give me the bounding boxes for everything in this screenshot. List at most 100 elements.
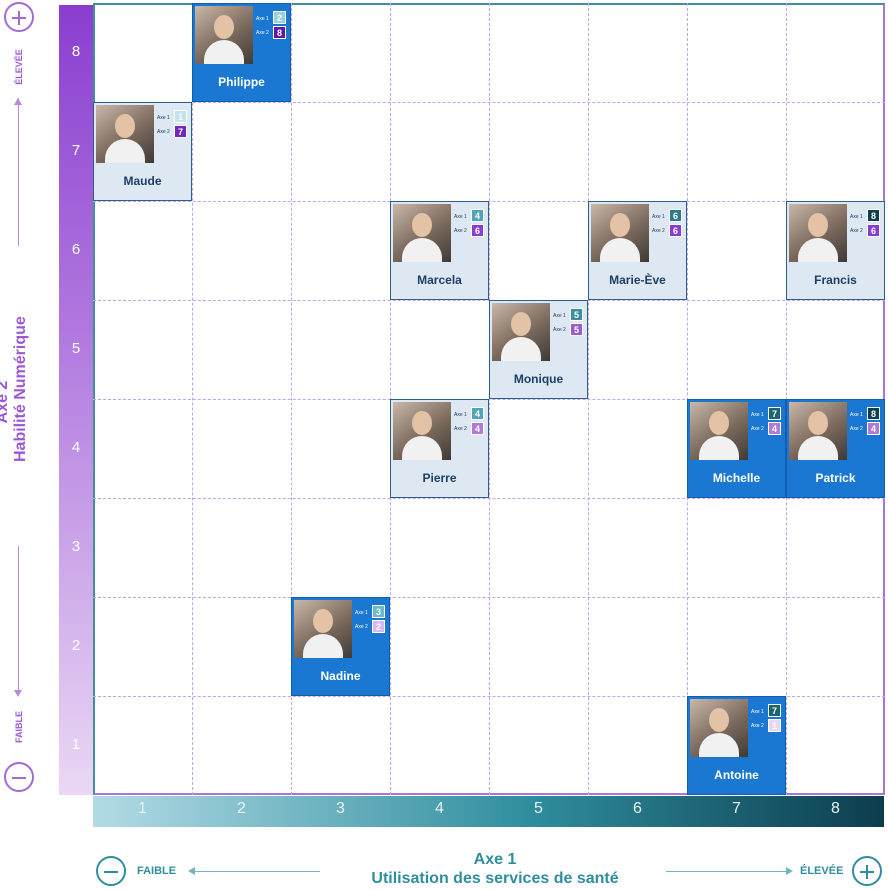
axe2-score-badge: 8: [273, 26, 286, 39]
person-name: Marcela: [417, 273, 462, 287]
person-photo: [690, 402, 748, 460]
portrait-head-icon: [412, 411, 432, 435]
person-photo: [393, 402, 451, 460]
y-axis-gradient-band: [59, 5, 93, 795]
person-photo: [789, 204, 847, 262]
person-card-nadine[interactable]: Axe 1 Axe 2 3 2 Nadine: [291, 597, 390, 696]
portrait-head-icon: [115, 114, 135, 138]
portrait-torso-icon: [600, 238, 640, 262]
axe1-small-label: Axe 1: [751, 412, 764, 418]
y-tick-label: 3: [71, 538, 81, 555]
axe2-small-label: Axe 2: [751, 723, 764, 729]
person-card-monique[interactable]: Axe 1 Axe 2 5 5 Monique: [489, 300, 588, 399]
person-name: Nadine: [320, 669, 361, 683]
axe2-small-label: Axe 2: [454, 426, 467, 432]
y-tick-label: 7: [71, 142, 81, 159]
x-low-minus-icon: [96, 856, 126, 886]
y-high-label: ÉLEVÉE: [14, 49, 24, 85]
axe1-score-badge: 5: [570, 308, 583, 321]
portrait-torso-icon: [105, 139, 145, 163]
person-card-pierre[interactable]: Axe 1 Axe 2 4 4 Pierre: [390, 399, 489, 498]
y-tick-label: 2: [71, 637, 81, 654]
axe1-score-badge: 8: [867, 407, 880, 420]
x-axis-title-line2: Utilisation des services de santé: [371, 870, 619, 887]
person-photo: [789, 402, 847, 460]
portrait-torso-icon: [699, 733, 739, 757]
person-photo: [96, 105, 154, 163]
person-name: Michelle: [712, 471, 761, 485]
portrait-head-icon: [313, 609, 333, 633]
person-photo: [690, 699, 748, 757]
portrait-torso-icon: [501, 337, 541, 361]
person-photo: [492, 303, 550, 361]
axe1-small-label: Axe 1: [454, 214, 467, 220]
x-tick-label: 5: [534, 800, 543, 817]
person-card-francis[interactable]: Axe 1 Axe 2 8 6 Francis: [786, 201, 885, 300]
y-tick-label: 5: [71, 340, 81, 357]
axe1-score-badge: 4: [471, 407, 484, 420]
axe1-score-badge: 1: [174, 110, 187, 123]
person-card-maude[interactable]: Axe 1 Axe 2 1 7 Maude: [93, 102, 192, 201]
axe1-small-label: Axe 1: [553, 313, 566, 319]
x-tick-label: 4: [435, 800, 444, 817]
portrait-torso-icon: [699, 436, 739, 460]
axe2-small-label: Axe 2: [751, 426, 764, 432]
axe2-score-badge: 2: [372, 620, 385, 633]
person-photo: [195, 6, 253, 64]
y-tick-label: 6: [71, 241, 81, 258]
axe1-small-label: Axe 1: [751, 709, 764, 715]
person-card-michelle[interactable]: Axe 1 Axe 2 7 4 Michelle: [687, 399, 786, 498]
person-card-marcela[interactable]: Axe 1 Axe 2 4 6 Marcela: [390, 201, 489, 300]
person-photo: [591, 204, 649, 262]
y-high-plus-icon: [4, 2, 34, 32]
person-name: Patrick: [815, 471, 856, 485]
axe2-score-badge: 6: [867, 224, 880, 237]
axe1-score-badge: 3: [372, 605, 385, 618]
person-card-philippe[interactable]: Axe 1 Axe 2 2 8 Philippe: [192, 3, 291, 102]
grid-vline: [489, 3, 490, 795]
grid-hline: [93, 597, 885, 598]
axe1-score-badge: 8: [867, 209, 880, 222]
portrait-head-icon: [412, 213, 432, 237]
person-name: Antoine: [714, 768, 759, 782]
axe1-small-label: Axe 1: [652, 214, 665, 220]
person-name: Maude: [123, 174, 162, 188]
axe2-score-badge: 6: [669, 224, 682, 237]
axe1-small-label: Axe 1: [850, 214, 863, 220]
portrait-head-icon: [709, 708, 729, 732]
person-photo: [393, 204, 451, 262]
portrait-head-icon: [511, 312, 531, 336]
axe2-small-label: Axe 2: [256, 30, 269, 36]
axe1-score-badge: 7: [768, 407, 781, 420]
x-axis-gradient-band: [93, 796, 884, 827]
y-axis-title-line2: Habilité Numérique: [12, 316, 29, 462]
x-high-plus-icon: [852, 856, 882, 886]
axe2-small-label: Axe 2: [652, 228, 665, 234]
axe2-score-badge: 6: [471, 224, 484, 237]
x-axis-title: Axe 1 Utilisation des services de santé: [340, 850, 650, 888]
x-high-arrow-icon: [666, 871, 788, 872]
x-low-arrow-icon: [190, 871, 320, 872]
portrait-torso-icon: [798, 238, 838, 262]
person-card-antoine[interactable]: Axe 1 Axe 2 7 1 Antoine: [687, 696, 786, 795]
axe1-small-label: Axe 1: [454, 412, 467, 418]
axe2-score-badge: 4: [471, 422, 484, 435]
portrait-torso-icon: [402, 436, 442, 460]
portrait-torso-icon: [798, 436, 838, 460]
portrait-head-icon: [709, 411, 729, 435]
person-photo: [294, 600, 352, 658]
person-name: Philippe: [218, 75, 265, 89]
axe2-small-label: Axe 2: [355, 624, 368, 630]
axe2-small-label: Axe 2: [850, 228, 863, 234]
x-high-label: ÉLEVÉE: [800, 865, 844, 877]
y-axis-title-line1: Axe 2: [0, 381, 11, 424]
person-card-marie-ève[interactable]: Axe 1 Axe 2 6 6 Marie-Ève: [588, 201, 687, 300]
person-name: Pierre: [422, 471, 457, 485]
axe2-small-label: Axe 2: [454, 228, 467, 234]
x-tick-label: 2: [237, 800, 246, 817]
portrait-torso-icon: [204, 40, 244, 64]
x-tick-label: 8: [831, 800, 840, 817]
portrait-head-icon: [808, 213, 828, 237]
grid-hline: [93, 696, 885, 697]
person-card-patrick[interactable]: Axe 1 Axe 2 8 4 Patrick: [786, 399, 885, 498]
